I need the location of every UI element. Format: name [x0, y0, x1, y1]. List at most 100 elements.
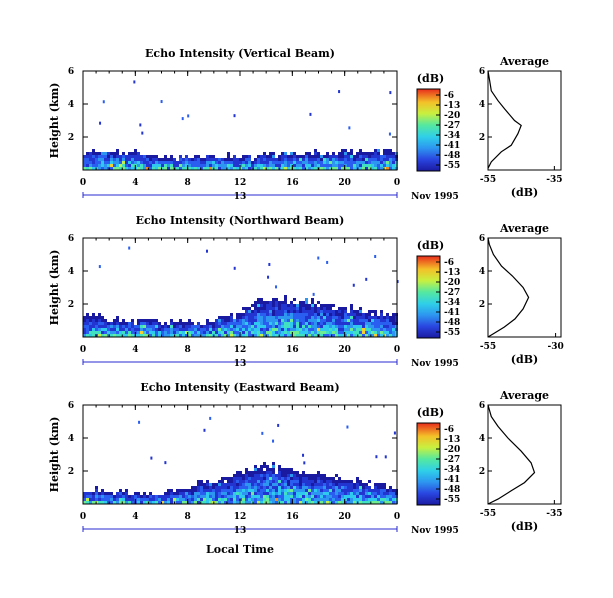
- echo-cell: [293, 477, 296, 480]
- echo-cell: [344, 164, 347, 167]
- echo-cell: [287, 471, 290, 474]
- echo-cell: [281, 334, 284, 337]
- echo-cell: [224, 492, 227, 495]
- echo-cell: [377, 149, 380, 152]
- y-tick-label: 4: [68, 434, 74, 444]
- echo-cell: [251, 313, 254, 316]
- y-axis-label: Height (km): [48, 250, 61, 326]
- echo-cell: [350, 492, 353, 495]
- echo-cell: [356, 164, 359, 167]
- echo-cell: [383, 325, 386, 328]
- echo-cell: [92, 161, 95, 164]
- echo-cell: [317, 161, 320, 164]
- echo-cell: [332, 477, 335, 480]
- echo-cell: [290, 310, 293, 313]
- echo-cell: [287, 328, 290, 331]
- echo-cell: [296, 310, 299, 313]
- echo-cell: [83, 161, 86, 164]
- echo-cell: [260, 307, 263, 310]
- echo-cell: [362, 334, 365, 337]
- echo-cell: [299, 498, 302, 501]
- echo-cell: [230, 161, 233, 164]
- echo-cell: [116, 155, 119, 158]
- echo-cell: [170, 328, 173, 331]
- echo-cell: [371, 152, 374, 155]
- x-tick-label: 8: [185, 345, 191, 355]
- echo-cell: [320, 492, 323, 495]
- echo-cell: [146, 495, 149, 498]
- echo-cell: [254, 331, 257, 334]
- echo-cell: [359, 167, 362, 170]
- echo-cell: [185, 495, 188, 498]
- echo-cell: [149, 161, 152, 164]
- echo-cell: [245, 468, 248, 471]
- echo-cell: [221, 334, 224, 337]
- colorbar-tick-label: -27: [444, 288, 460, 298]
- echo-cell: [86, 322, 89, 325]
- echo-cell: [314, 501, 317, 504]
- echo-cell: [191, 498, 194, 501]
- echo-cell: [251, 310, 254, 313]
- echo-cell: [239, 161, 242, 164]
- echo-cell: [329, 313, 332, 316]
- echo-cell: [296, 155, 299, 158]
- echo-cell: [224, 325, 227, 328]
- echo-cell: [287, 325, 290, 328]
- echo-cell: [245, 164, 248, 167]
- echo-cell: [251, 477, 254, 480]
- echo-cell: [335, 480, 338, 483]
- echo-cell: [263, 492, 266, 495]
- echo-cell: [359, 334, 362, 337]
- echo-cell: [338, 316, 341, 319]
- echo-cell: [224, 501, 227, 504]
- echo-cell: [314, 483, 317, 486]
- echo-cell: [95, 316, 98, 319]
- echo-cell: [332, 328, 335, 331]
- echo-cell: [206, 501, 209, 504]
- echo-cell: [365, 331, 368, 334]
- echo-cell: [260, 471, 263, 474]
- echo-cell: [245, 492, 248, 495]
- echo-cell: [284, 334, 287, 337]
- echo-cell: [365, 316, 368, 319]
- echo-cell: [365, 161, 368, 164]
- echo-cell: [248, 480, 251, 483]
- echo-cell: [131, 325, 134, 328]
- echo-cell: [179, 155, 182, 158]
- echo-cell: [377, 325, 380, 328]
- echo-cell: [98, 265, 101, 269]
- echo-cell: [155, 331, 158, 334]
- echo-cell: [386, 149, 389, 152]
- echo-cell: [209, 483, 212, 486]
- echo-cell: [377, 316, 380, 319]
- echo-cell: [317, 158, 320, 161]
- echo-cell: [305, 316, 308, 319]
- echo-cell: [236, 498, 239, 501]
- echo-cell: [314, 167, 317, 170]
- echo-cell: [140, 331, 143, 334]
- echo-cell: [278, 322, 281, 325]
- echo-cell: [317, 471, 320, 474]
- echo-cell: [239, 486, 242, 489]
- echo-cell: [278, 474, 281, 477]
- echo-cell: [227, 155, 230, 158]
- echo-cell: [116, 492, 119, 495]
- echo-cell: [347, 492, 350, 495]
- echo-cell: [98, 158, 101, 161]
- echo-cell: [203, 325, 206, 328]
- echo-cell: [335, 319, 338, 322]
- echo-cell: [326, 480, 329, 483]
- echo-cell: [98, 316, 101, 319]
- echo-cell: [122, 501, 125, 504]
- echo-cell: [272, 501, 275, 504]
- echo-cell: [221, 489, 224, 492]
- echo-cell: [326, 498, 329, 501]
- echo-cell: [347, 328, 350, 331]
- echo-cell: [203, 495, 206, 498]
- echo-cell: [386, 167, 389, 170]
- echo-cell: [107, 501, 110, 504]
- echo-cell: [305, 477, 308, 480]
- echo-cell: [329, 489, 332, 492]
- echo-cell: [311, 477, 314, 480]
- echo-cell: [338, 480, 341, 483]
